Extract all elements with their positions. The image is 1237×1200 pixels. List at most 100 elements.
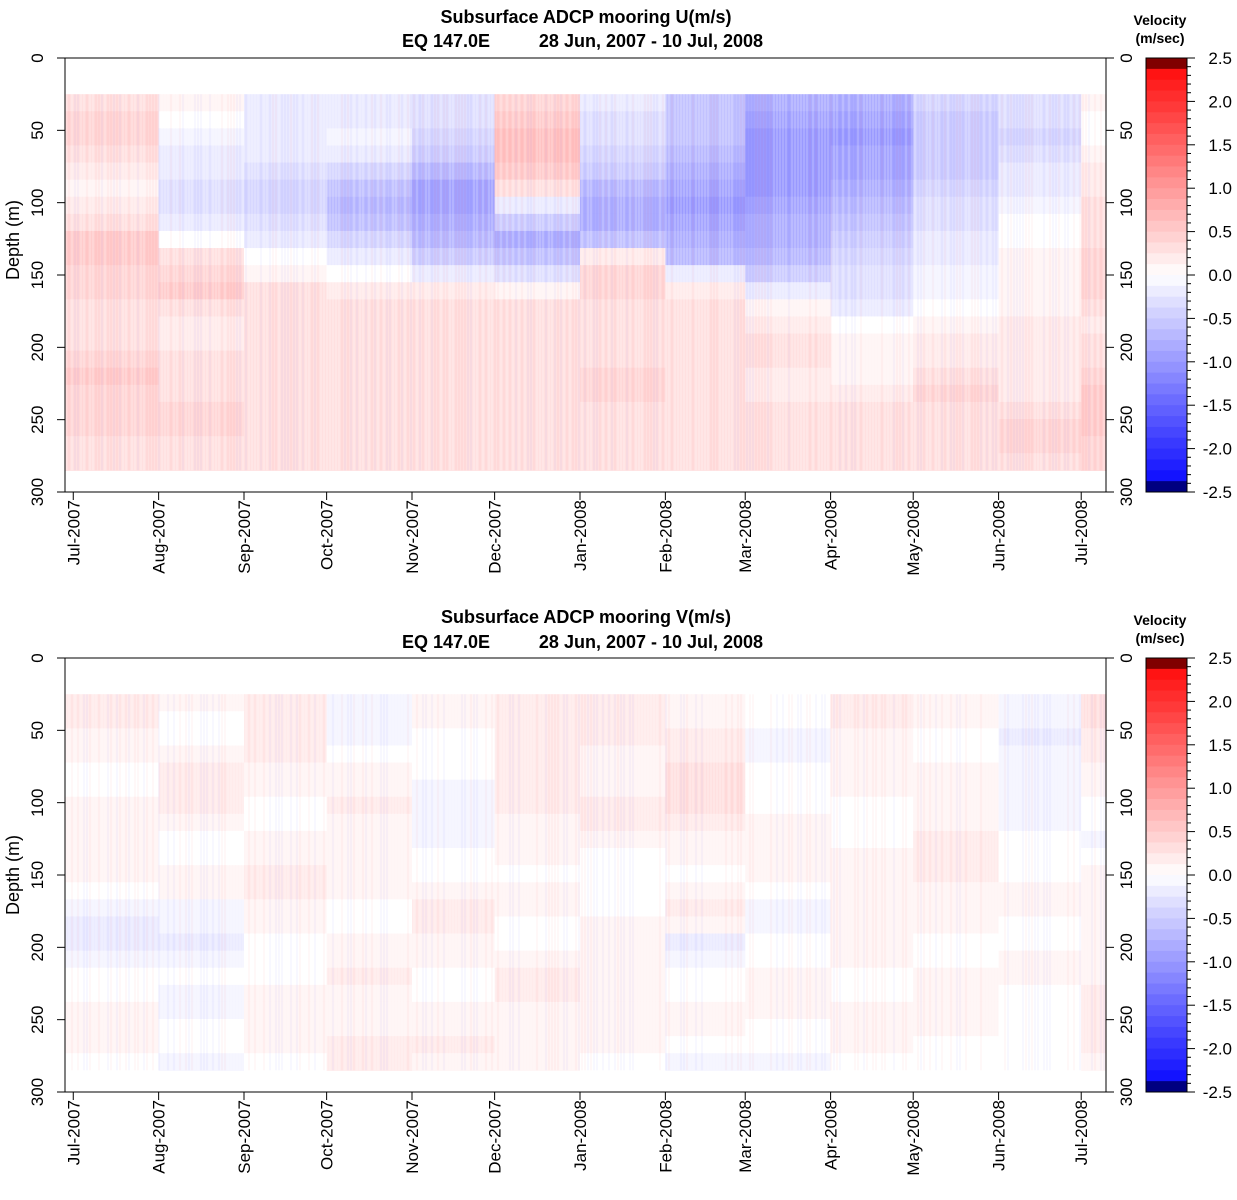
heatmap-cell (745, 745, 832, 764)
panel-v: Subsurface ADCP mooring V(m/s) EQ 147.0E… (3, 607, 1232, 1176)
colorbar-swatch (1146, 470, 1187, 482)
heatmap-cell (65, 865, 160, 883)
colorbar-swatch (1146, 481, 1187, 493)
heatmap-cell (494, 367, 581, 386)
heatmap-cell (1081, 316, 1107, 335)
colorbar-swatch (1146, 79, 1187, 91)
panel-u: Subsurface ADCP mooring U(m/s) EQ 147.0E… (3, 7, 1232, 576)
heatmap-cell (158, 196, 245, 215)
heatmap-cells (65, 94, 1107, 471)
heatmap-cell (65, 1053, 160, 1071)
colorbar-swatch (1146, 940, 1187, 952)
x-axis: Jul-2007 Aug-2007 Sep-2007 Oct-2007 Nov-2007… (64, 1092, 1091, 1176)
heatmap-cell (412, 248, 496, 266)
chart-subtitle-location: EQ 147.0E (402, 31, 490, 51)
heatmap-cell (745, 848, 832, 866)
chart-subtitle-location: EQ 147.0E (402, 632, 490, 652)
heatmap-cell (913, 179, 1000, 198)
heatmap-cell (579, 419, 666, 437)
x-tick-label: Oct-2007 (318, 1100, 337, 1170)
y-tick-label: 300 (28, 478, 47, 506)
heatmap-cell (579, 813, 666, 832)
heatmap-cell (158, 282, 245, 300)
heatmap-cell (745, 333, 832, 352)
heatmap-cell (1081, 419, 1107, 437)
heatmap-cell (1081, 813, 1107, 832)
heatmap-cell (326, 711, 413, 729)
heatmap-cell (326, 145, 413, 164)
heatmap-cell (1081, 882, 1107, 900)
heatmap-cell (412, 813, 496, 832)
heatmap-cell (244, 350, 328, 369)
colorbar-tick-label: -1.5 (1203, 996, 1232, 1015)
chart-title: Subsurface ADCP mooring V(m/s) (441, 607, 731, 627)
heatmap-cell (158, 865, 245, 883)
heatmap-cell (1081, 248, 1107, 266)
heatmap-cell (913, 265, 1000, 283)
heatmap-cell (412, 1019, 496, 1037)
y-tick-label: 50 (1117, 721, 1136, 740)
heatmap-cell (913, 882, 1000, 900)
heatmap-cell (998, 1001, 1082, 1020)
colorbar-swatch (1146, 253, 1187, 265)
heatmap-cell (579, 333, 666, 352)
colorbar-swatch (1146, 712, 1187, 724)
heatmap-cell (830, 94, 914, 112)
heatmap-cell (745, 453, 832, 471)
y-tick-label: 100 (28, 188, 47, 216)
heatmap-cell (579, 282, 666, 300)
heatmap-cell (745, 1036, 832, 1054)
colorbar-tick-label: -0.5 (1203, 909, 1232, 928)
heatmap-cell (326, 128, 413, 147)
heatmap-cell (913, 453, 1000, 471)
heatmap-cell (579, 1036, 666, 1054)
heatmap-cell (158, 367, 245, 386)
x-tick-label: May-2008 (904, 500, 923, 576)
heatmap-cell (830, 865, 914, 883)
heatmap-cell (830, 230, 914, 249)
heatmap-cell (998, 333, 1082, 352)
heatmap-cell (830, 401, 914, 420)
heatmap-cell (830, 830, 914, 849)
heatmap-cell (830, 762, 914, 781)
heatmap-cell (665, 213, 746, 232)
colorbar-swatch (1146, 383, 1187, 395)
heatmap-cell (665, 865, 746, 883)
heatmap-cell (412, 1053, 496, 1071)
heatmap-cell (158, 419, 245, 437)
heatmap-cell (326, 916, 413, 935)
heatmap-cell (244, 899, 328, 918)
heatmap-cell (998, 436, 1082, 454)
heatmap-cell (326, 848, 413, 866)
heatmap-cell (494, 401, 581, 420)
heatmap-cell (665, 1036, 746, 1054)
heatmap-cell (745, 694, 832, 712)
heatmap-cell (998, 419, 1082, 437)
heatmap-cell (913, 401, 1000, 420)
heatmap-cell (745, 813, 832, 832)
colorbar-swatch (1146, 188, 1187, 200)
heatmap-cell (494, 848, 581, 866)
heatmap-cell (830, 419, 914, 437)
heatmap-cell (65, 762, 160, 781)
heatmap-cell (158, 401, 245, 420)
heatmap-cell (665, 796, 746, 815)
heatmap-cell (326, 882, 413, 900)
colorbar-swatch (1146, 242, 1187, 254)
y-tick-label: 300 (1117, 478, 1136, 506)
heatmap-cell (579, 950, 666, 969)
heatmap-cell (65, 111, 160, 129)
x-tick-label: Sep-2007 (235, 500, 254, 574)
heatmap-cell (579, 865, 666, 883)
y-axis-right: 0 50 100 150 200 250 300 (1106, 653, 1136, 1106)
heatmap-cell (65, 830, 160, 849)
heatmap-cell (830, 196, 914, 215)
colorbar-swatch (1146, 1048, 1187, 1060)
colorbar-tick-label: 2.5 (1208, 649, 1232, 668)
heatmap-cell (244, 367, 328, 386)
heatmap-cell (244, 230, 328, 249)
heatmap-cell (158, 453, 245, 471)
x-tick-label: Jul-2007 (64, 500, 83, 565)
y-axis-left: 0 50 100 150 200 250 300 (28, 653, 65, 1106)
colorbar-tick-label: 1.5 (1208, 736, 1232, 755)
